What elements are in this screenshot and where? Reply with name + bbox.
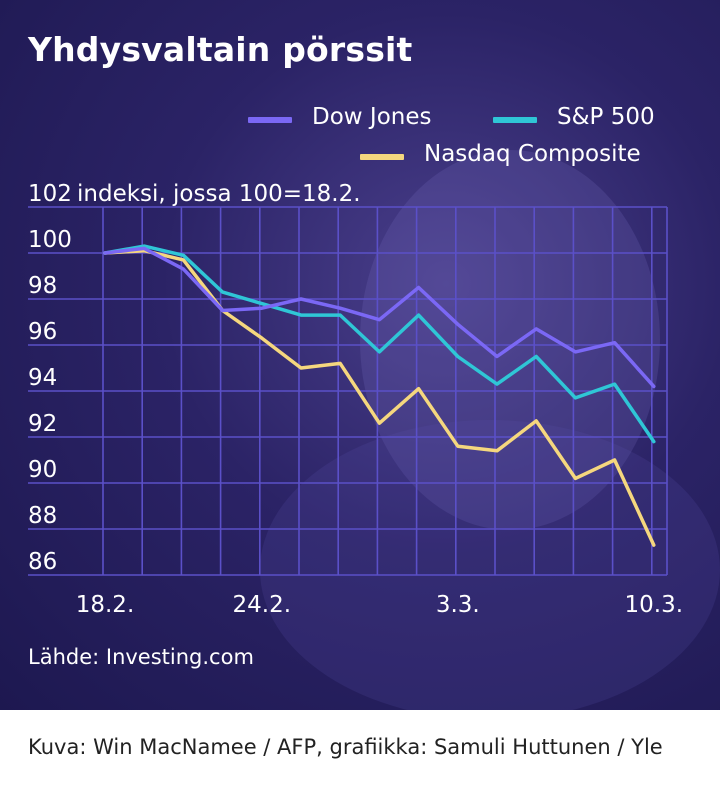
y-axis-units-note: indeksi, jossa 100=18.2. [77, 181, 361, 207]
y-tick-label: 86 [28, 549, 57, 575]
y-tick-label: 90 [28, 457, 57, 483]
x-tick-label: 24.2. [233, 592, 292, 618]
y-tick-label: 94 [28, 365, 57, 391]
photo-background [360, 150, 660, 530]
y-tick-label: 100 [28, 227, 72, 253]
photo-background-shoulder [260, 420, 720, 710]
y-tick-labels: 102 100 98 96 94 92 90 88 86 [28, 181, 72, 575]
x-tick-labels: 18.2. 24.2. 3.3. 10.3. [76, 592, 683, 618]
legend-swatch-dow-jones [248, 117, 292, 123]
y-tick-label: 98 [28, 273, 57, 299]
legend-label-nasdaq: Nasdaq Composite [424, 141, 641, 167]
y-tick-label: 92 [28, 411, 57, 437]
chart-title: Yhdysvaltain pörssit [28, 30, 413, 69]
series-lines [103, 244, 656, 547]
x-tick-label: 18.2. [76, 592, 135, 618]
legend-swatch-nasdaq [360, 154, 404, 160]
legend-label-sp-500: S&P 500 [557, 104, 655, 130]
legend-label-dow-jones: Dow Jones [312, 104, 432, 130]
series-line-nasdaq-composite [103, 248, 656, 547]
legend-swatch-sp-500 [493, 117, 537, 123]
line-chart: 102 100 98 96 94 92 90 88 86 18.2. 24.2. 3.3. 10.3. [28, 181, 683, 618]
x-tick-label: 10.3. [625, 592, 684, 618]
chart-grid [28, 206, 668, 576]
series-line-dow-jones [103, 246, 656, 389]
y-tick-label: 96 [28, 319, 57, 345]
x-tick-label: 3.3. [436, 592, 480, 618]
series-line-s-p-500 [103, 244, 656, 444]
y-tick-label: 102 [28, 181, 72, 207]
y-tick-label: 88 [28, 503, 57, 529]
chart-graphic: Yhdysvaltain pörssit Dow Jones S&P 500 N… [0, 0, 720, 710]
source-note: Lähde: Investing.com [28, 645, 254, 669]
photo-caption: Kuva: Win MacNamee / AFP, grafiikka: Sam… [28, 735, 663, 759]
